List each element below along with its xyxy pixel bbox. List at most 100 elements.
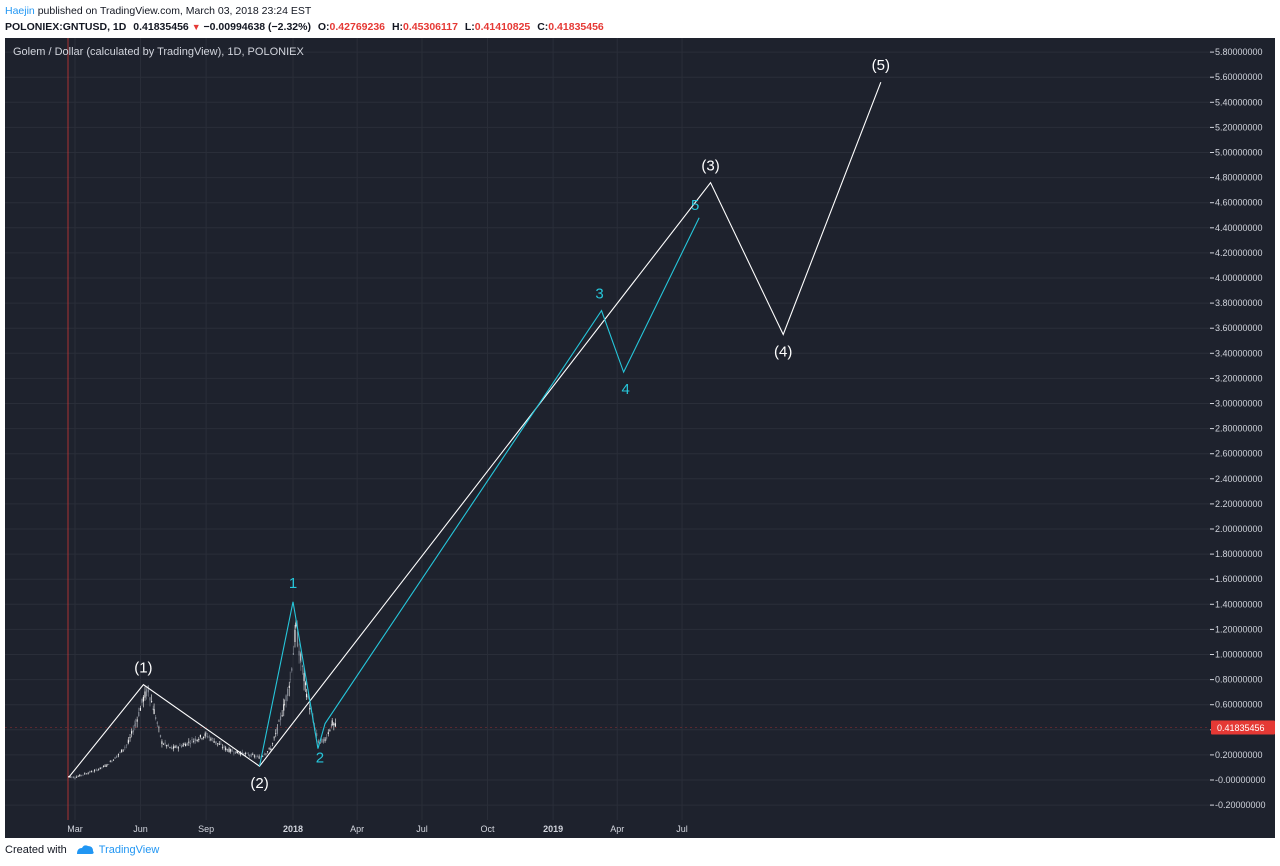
price-candle-body bbox=[87, 772, 89, 774]
price-candle-body bbox=[303, 673, 305, 682]
price-candle-body bbox=[234, 751, 237, 754]
current-price-tag bbox=[1211, 720, 1275, 735]
last-price: 0.41835456 bbox=[133, 21, 189, 33]
price-candle-body bbox=[92, 771, 94, 773]
minor-wave-line bbox=[258, 217, 700, 767]
price-candle-body bbox=[231, 750, 233, 752]
y-tick-label: 2.60000000 bbox=[1215, 449, 1263, 459]
price-candle-body bbox=[74, 778, 76, 779]
wave-lines bbox=[68, 82, 882, 778]
y-tick-label: 5.80000000 bbox=[1215, 47, 1263, 57]
price-candle-body bbox=[324, 739, 326, 741]
price-candle-body bbox=[279, 716, 282, 721]
price-candle-body bbox=[329, 730, 331, 732]
price-candle-body bbox=[295, 622, 297, 627]
price-candle-body bbox=[176, 745, 178, 748]
price-candle-body bbox=[141, 698, 143, 703]
price-candle-body bbox=[292, 652, 294, 655]
price-candle-body bbox=[246, 752, 248, 754]
major-wave-label: (3) bbox=[701, 158, 719, 175]
price-candle-body bbox=[96, 769, 98, 771]
price-candle-body bbox=[318, 742, 320, 744]
x-tick-label: Mar bbox=[67, 824, 83, 834]
price-chart[interactable]: (1) (2) (3) (4) (5) 1 2 3 4 5 5.80000000 5.6000000… bbox=[5, 38, 1275, 838]
price-candle-body bbox=[186, 742, 188, 746]
open-value: 0.42769236 bbox=[329, 21, 386, 33]
price-candle-body bbox=[185, 744, 187, 747]
x-tick-label: Apr bbox=[350, 824, 364, 834]
price-candle-body bbox=[119, 752, 121, 753]
price-candle-body bbox=[147, 689, 149, 693]
y-tick-label: 1.80000000 bbox=[1215, 549, 1263, 559]
price-candle-body bbox=[150, 701, 153, 703]
price-candle-body bbox=[244, 753, 247, 755]
price-candle-body bbox=[77, 776, 79, 777]
minor-wave-label: 1 bbox=[289, 575, 297, 592]
price-candle-body bbox=[183, 744, 185, 745]
price-candle-body bbox=[155, 717, 157, 720]
price-candle-body bbox=[283, 704, 285, 711]
author-link[interactable]: Haejin bbox=[5, 5, 35, 17]
y-tick-label: 0.20000000 bbox=[1215, 750, 1263, 760]
price-candle-body bbox=[256, 755, 259, 757]
price-candle-body bbox=[327, 732, 329, 734]
price-candle-body bbox=[288, 685, 290, 688]
price-candle-body bbox=[194, 738, 197, 741]
price-candle-body bbox=[268, 748, 270, 749]
y-tick-label: 4.20000000 bbox=[1215, 248, 1263, 258]
x-tick-label: 2018 bbox=[283, 824, 303, 834]
high-label: H: bbox=[391, 21, 404, 33]
price-candle-body bbox=[243, 753, 245, 756]
price-candle-body bbox=[182, 745, 184, 747]
price-candle-body bbox=[170, 747, 173, 748]
price-candle-body bbox=[144, 691, 146, 698]
chart-title: Golem / Dollar (calculated by TradingVie… bbox=[13, 46, 304, 58]
price-candle-body bbox=[317, 740, 319, 743]
price-candle-body bbox=[300, 660, 302, 663]
tradingview-logo-icon[interactable] bbox=[75, 844, 95, 856]
current-price-label: 0.41835456 bbox=[1217, 723, 1265, 733]
price-candle-body bbox=[129, 737, 131, 739]
price-candle-body bbox=[218, 743, 220, 745]
open-label: O: bbox=[317, 21, 330, 33]
price-candle-body bbox=[281, 715, 283, 717]
price-candle-body bbox=[121, 749, 123, 753]
price-candle-body bbox=[69, 776, 71, 778]
price-candle-body bbox=[298, 650, 300, 656]
tradingview-brand[interactable]: TradingView bbox=[98, 844, 160, 856]
y-tick-label: 1.60000000 bbox=[1215, 574, 1263, 584]
y-tick-label: 4.60000000 bbox=[1215, 198, 1263, 208]
price-candle-body bbox=[174, 746, 176, 748]
price-axis-background bbox=[1210, 38, 1275, 838]
chart-area[interactable]: (1) (2) (3) (4) (5) 1 2 3 4 5 5.80000000 5.6000000… bbox=[5, 38, 1275, 838]
down-arrow-icon: ▼ bbox=[191, 22, 201, 32]
y-tick-label: -0.20000000 bbox=[1215, 800, 1266, 810]
price-candle-body bbox=[294, 629, 296, 642]
price-candle-body bbox=[171, 748, 173, 750]
price-candle-body bbox=[296, 631, 299, 647]
price-candle-body bbox=[132, 730, 134, 733]
y-tick-label: 4.40000000 bbox=[1215, 223, 1263, 233]
change-value: −0.00994638 (−2.32%) bbox=[203, 21, 311, 33]
minor-wave-label: 3 bbox=[595, 286, 603, 303]
y-tick-label: 3.40000000 bbox=[1215, 348, 1263, 358]
x-tick-label: Sep bbox=[198, 824, 214, 834]
y-tick-label: 1.20000000 bbox=[1215, 624, 1263, 634]
price-candle-body bbox=[134, 724, 136, 727]
price-candle-body bbox=[230, 749, 232, 752]
price-candle-body bbox=[159, 735, 162, 738]
price-candle-body bbox=[158, 727, 160, 729]
y-tick-label: 5.40000000 bbox=[1215, 97, 1263, 107]
y-tick-label: 2.00000000 bbox=[1215, 524, 1263, 534]
low-label: L: bbox=[464, 21, 475, 33]
price-candle-body bbox=[285, 695, 287, 702]
y-tick-label: 4.00000000 bbox=[1215, 273, 1263, 283]
price-candle-body bbox=[106, 764, 108, 765]
price-candle-body bbox=[177, 747, 179, 749]
chart-header: Haejin published on TradingView.com, Mar… bbox=[5, 3, 604, 35]
price-candle-body bbox=[270, 748, 272, 750]
price-candle-body bbox=[191, 739, 193, 740]
price-candle-body bbox=[250, 753, 252, 757]
price-candle-body bbox=[220, 743, 222, 745]
price-candle-body bbox=[117, 754, 120, 756]
